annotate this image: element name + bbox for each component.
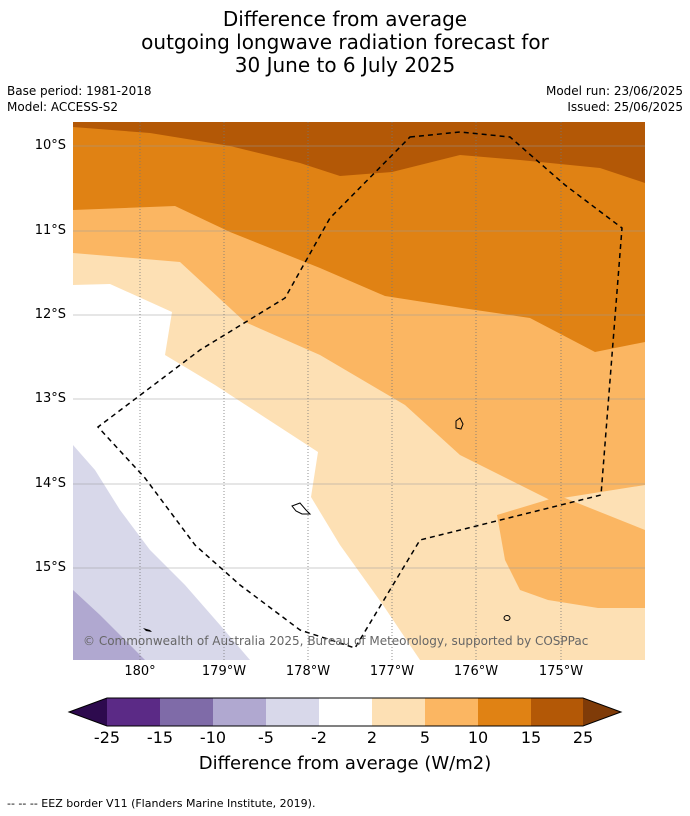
title-line-3: 30 June to 6 July 2025 [234, 53, 456, 77]
colorbar-label-25: 25 [572, 728, 594, 747]
colorbar-swatch-6 [372, 698, 425, 726]
colorbar-arrow-high [583, 698, 621, 726]
island-3 [503, 615, 511, 621]
map-title: Difference from average outgoing longwav… [0, 8, 690, 77]
colorbar-label-minus-2: -2 [311, 728, 327, 747]
colorbar-label-15: 15 [520, 728, 542, 747]
eez-legend-note: -- -- -- EEZ border V11 (Flanders Marine… [7, 797, 316, 810]
island-2 [291, 502, 312, 515]
colorbar-swatch-2 [160, 698, 213, 726]
lat-label-14s: 14°S [34, 476, 66, 491]
colorbar-label-minus-10: -10 [199, 728, 227, 747]
colorbar-label-2: 2 [366, 728, 378, 747]
colorbar-swatch-3 [213, 698, 266, 726]
title-line-2: outgoing longwave radiation forecast for [141, 30, 549, 54]
lon-label-176w: 176°W [453, 664, 499, 679]
colorbar-swatch-9 [531, 698, 583, 726]
band-5-10-lobe [497, 496, 645, 608]
colorbar-swatch-5 [319, 698, 372, 726]
anomaly-field [73, 122, 645, 660]
lat-label-11s: 11°S [34, 223, 66, 238]
colorbar-label-10: 10 [467, 728, 489, 747]
band-15-25 [73, 122, 645, 183]
colorbar-swatch-7 [425, 698, 478, 726]
colorbar-swatch-8 [478, 698, 531, 726]
lat-gridlines [73, 145, 645, 569]
band-minus-5-minus-2 [73, 445, 250, 660]
lat-label-13s: 13°S [34, 391, 66, 406]
colorbar [67, 697, 623, 727]
colorbar-label-5: 5 [419, 728, 431, 747]
model-run: Model run: 23/06/2025 [545, 84, 683, 98]
lon-label-177w: 177°W [369, 664, 415, 679]
band-10-15 [73, 122, 645, 352]
colorbar-arrow-low [69, 698, 107, 726]
colorbar-label-minus-15: -15 [146, 728, 174, 747]
issued-date: Issued: 25/06/2025 [567, 100, 683, 114]
lon-label-175w: 175°W [538, 664, 584, 679]
lon-label-179w: 179°W [201, 664, 247, 679]
lon-label-178w: 178°W [285, 664, 331, 679]
band-minus-10-minus-5 [73, 590, 145, 660]
lon-label-180: 180° [124, 664, 156, 679]
colorbar-swatch-1 [107, 698, 160, 726]
colorbar-swatch-4 [266, 698, 319, 726]
colorbar-label-minus-5: -5 [258, 728, 274, 747]
model-name: Model: ACCESS-S2 [7, 100, 119, 114]
lat-label-10s: 10°S [34, 138, 66, 153]
base-period: Base period: 1981-2018 [7, 84, 152, 98]
eez-border [96, 131, 623, 649]
meta-right: Model run: 23/06/2025 Issued: 25/06/2025 [546, 83, 683, 115]
colorbar-outline [67, 697, 623, 727]
meta-left: Base period: 1981-2018 Model: ACCESS-S2 [7, 83, 152, 115]
colorbar-label-minus-25: -25 [93, 728, 121, 747]
island-1 [455, 417, 464, 430]
lat-label-12s: 12°S [34, 307, 66, 322]
colorbar-title: Difference from average (W/m2) [198, 753, 492, 774]
lat-label-15s: 15°S [34, 560, 66, 575]
title-line-1: Difference from average [222, 7, 468, 31]
copyright-text: © Commonwealth of Australia 2025, Bureau… [83, 634, 588, 648]
island-4 [143, 628, 152, 632]
